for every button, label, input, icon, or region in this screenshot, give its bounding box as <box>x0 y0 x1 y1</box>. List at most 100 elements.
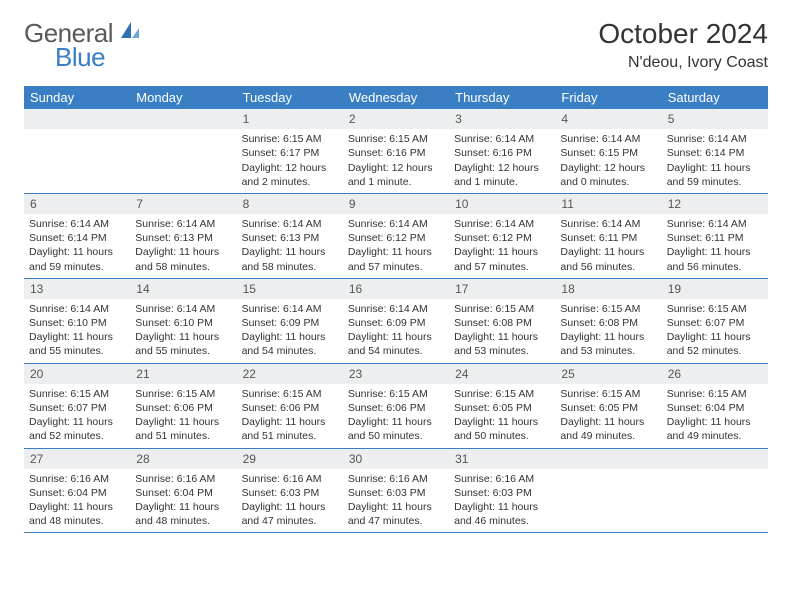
sunset-text: Sunset: 6:04 PM <box>135 486 231 500</box>
sunset-text: Sunset: 6:15 PM <box>560 146 656 160</box>
sunrise-text: Sunrise: 6:15 AM <box>242 132 338 146</box>
daylight-text: Daylight: 11 hours and 56 minutes. <box>560 245 656 273</box>
weekday-header: Wednesday <box>343 86 449 109</box>
weekday-header: Thursday <box>449 86 555 109</box>
daylight-text: Daylight: 11 hours and 59 minutes. <box>29 245 125 273</box>
sunset-text: Sunset: 6:03 PM <box>454 486 550 500</box>
sunrise-text: Sunrise: 6:16 AM <box>348 472 444 486</box>
sunset-text: Sunset: 6:05 PM <box>560 401 656 415</box>
day-number: 16 <box>343 279 449 299</box>
daylight-text: Daylight: 11 hours and 49 minutes. <box>560 415 656 443</box>
sunset-text: Sunset: 6:09 PM <box>348 316 444 330</box>
day-body: Sunrise: 6:15 AMSunset: 6:06 PMDaylight:… <box>343 384 449 448</box>
day-cell: 22Sunrise: 6:15 AMSunset: 6:06 PMDayligh… <box>237 364 343 448</box>
day-body: Sunrise: 6:14 AMSunset: 6:09 PMDaylight:… <box>237 299 343 363</box>
daylight-text: Daylight: 12 hours and 1 minute. <box>348 161 444 189</box>
sunrise-text: Sunrise: 6:16 AM <box>242 472 338 486</box>
day-number: 7 <box>130 194 236 214</box>
day-cell: 6Sunrise: 6:14 AMSunset: 6:14 PMDaylight… <box>24 194 130 278</box>
sunrise-text: Sunrise: 6:14 AM <box>29 302 125 316</box>
sunrise-text: Sunrise: 6:15 AM <box>135 387 231 401</box>
day-cell <box>130 109 236 193</box>
day-cell: 12Sunrise: 6:14 AMSunset: 6:11 PMDayligh… <box>662 194 768 278</box>
day-number: 3 <box>449 109 555 129</box>
daylight-text: Daylight: 11 hours and 58 minutes. <box>135 245 231 273</box>
daylight-text: Daylight: 11 hours and 52 minutes. <box>29 415 125 443</box>
day-cell: 7Sunrise: 6:14 AMSunset: 6:13 PMDaylight… <box>130 194 236 278</box>
day-body: Sunrise: 6:15 AMSunset: 6:16 PMDaylight:… <box>343 129 449 193</box>
day-number: 28 <box>130 449 236 469</box>
sunset-text: Sunset: 6:17 PM <box>242 146 338 160</box>
day-number <box>662 449 768 469</box>
day-cell: 24Sunrise: 6:15 AMSunset: 6:05 PMDayligh… <box>449 364 555 448</box>
day-cell: 13Sunrise: 6:14 AMSunset: 6:10 PMDayligh… <box>24 279 130 363</box>
day-cell: 26Sunrise: 6:15 AMSunset: 6:04 PMDayligh… <box>662 364 768 448</box>
sunrise-text: Sunrise: 6:15 AM <box>348 132 444 146</box>
sunrise-text: Sunrise: 6:14 AM <box>135 217 231 231</box>
sunset-text: Sunset: 6:04 PM <box>29 486 125 500</box>
day-cell: 27Sunrise: 6:16 AMSunset: 6:04 PMDayligh… <box>24 449 130 533</box>
sunset-text: Sunset: 6:11 PM <box>560 231 656 245</box>
day-number: 10 <box>449 194 555 214</box>
daylight-text: Daylight: 11 hours and 57 minutes. <box>348 245 444 273</box>
month-title: October 2024 <box>598 18 768 50</box>
day-cell <box>662 449 768 533</box>
day-cell: 23Sunrise: 6:15 AMSunset: 6:06 PMDayligh… <box>343 364 449 448</box>
daylight-text: Daylight: 11 hours and 48 minutes. <box>29 500 125 528</box>
day-cell: 19Sunrise: 6:15 AMSunset: 6:07 PMDayligh… <box>662 279 768 363</box>
sunset-text: Sunset: 6:14 PM <box>667 146 763 160</box>
daylight-text: Daylight: 11 hours and 57 minutes. <box>454 245 550 273</box>
day-cell: 11Sunrise: 6:14 AMSunset: 6:11 PMDayligh… <box>555 194 661 278</box>
day-number: 29 <box>237 449 343 469</box>
day-number: 14 <box>130 279 236 299</box>
day-number: 15 <box>237 279 343 299</box>
sunrise-text: Sunrise: 6:14 AM <box>348 302 444 316</box>
daylight-text: Daylight: 11 hours and 50 minutes. <box>454 415 550 443</box>
day-number: 13 <box>24 279 130 299</box>
day-number: 2 <box>343 109 449 129</box>
day-body: Sunrise: 6:15 AMSunset: 6:06 PMDaylight:… <box>237 384 343 448</box>
sunset-text: Sunset: 6:12 PM <box>454 231 550 245</box>
day-body: Sunrise: 6:15 AMSunset: 6:05 PMDaylight:… <box>449 384 555 448</box>
day-number: 18 <box>555 279 661 299</box>
sunset-text: Sunset: 6:08 PM <box>454 316 550 330</box>
sunrise-text: Sunrise: 6:14 AM <box>29 217 125 231</box>
day-body: Sunrise: 6:16 AMSunset: 6:04 PMDaylight:… <box>130 469 236 533</box>
week-row: 27Sunrise: 6:16 AMSunset: 6:04 PMDayligh… <box>24 449 768 534</box>
day-body: Sunrise: 6:15 AMSunset: 6:17 PMDaylight:… <box>237 129 343 193</box>
daylight-text: Daylight: 11 hours and 54 minutes. <box>242 330 338 358</box>
day-body: Sunrise: 6:14 AMSunset: 6:15 PMDaylight:… <box>555 129 661 193</box>
daylight-text: Daylight: 11 hours and 50 minutes. <box>348 415 444 443</box>
sunrise-text: Sunrise: 6:16 AM <box>454 472 550 486</box>
daylight-text: Daylight: 11 hours and 54 minutes. <box>348 330 444 358</box>
daylight-text: Daylight: 12 hours and 1 minute. <box>454 161 550 189</box>
day-body: Sunrise: 6:15 AMSunset: 6:08 PMDaylight:… <box>555 299 661 363</box>
day-number: 30 <box>343 449 449 469</box>
day-body: Sunrise: 6:14 AMSunset: 6:13 PMDaylight:… <box>130 214 236 278</box>
sunrise-text: Sunrise: 6:14 AM <box>560 217 656 231</box>
day-body: Sunrise: 6:14 AMSunset: 6:10 PMDaylight:… <box>24 299 130 363</box>
sunset-text: Sunset: 6:07 PM <box>29 401 125 415</box>
day-cell: 16 Sunrise: 6:14 AMSunset: 6:09 PMDayligh… <box>343 279 449 363</box>
sunset-text: Sunset: 6:10 PM <box>135 316 231 330</box>
sunset-text: Sunset: 6:13 PM <box>135 231 231 245</box>
day-body: Sunrise: 6:16 AMSunset: 6:03 PMDaylight:… <box>237 469 343 533</box>
sunrise-text: Sunrise: 6:15 AM <box>560 302 656 316</box>
sunrise-text: Sunrise: 6:15 AM <box>454 302 550 316</box>
sunrise-text: Sunrise: 6:15 AM <box>454 387 550 401</box>
day-number: 23 <box>343 364 449 384</box>
day-cell: 8Sunrise: 6:14 AMSunset: 6:13 PMDaylight… <box>237 194 343 278</box>
sunrise-text: Sunrise: 6:15 AM <box>348 387 444 401</box>
day-number: 27 <box>24 449 130 469</box>
sunset-text: Sunset: 6:06 PM <box>348 401 444 415</box>
logo-sail-icon <box>119 20 141 45</box>
daylight-text: Daylight: 11 hours and 47 minutes. <box>242 500 338 528</box>
sunrise-text: Sunrise: 6:14 AM <box>242 217 338 231</box>
sunrise-text: Sunrise: 6:15 AM <box>560 387 656 401</box>
day-body: Sunrise: 6:16 AMSunset: 6:03 PMDaylight:… <box>449 469 555 533</box>
sunset-text: Sunset: 6:03 PM <box>348 486 444 500</box>
day-number: 9 <box>343 194 449 214</box>
day-body: Sunrise: 6:15 AMSunset: 6:07 PMDaylight:… <box>662 299 768 363</box>
sunset-text: Sunset: 6:04 PM <box>667 401 763 415</box>
sunset-text: Sunset: 6:03 PM <box>242 486 338 500</box>
